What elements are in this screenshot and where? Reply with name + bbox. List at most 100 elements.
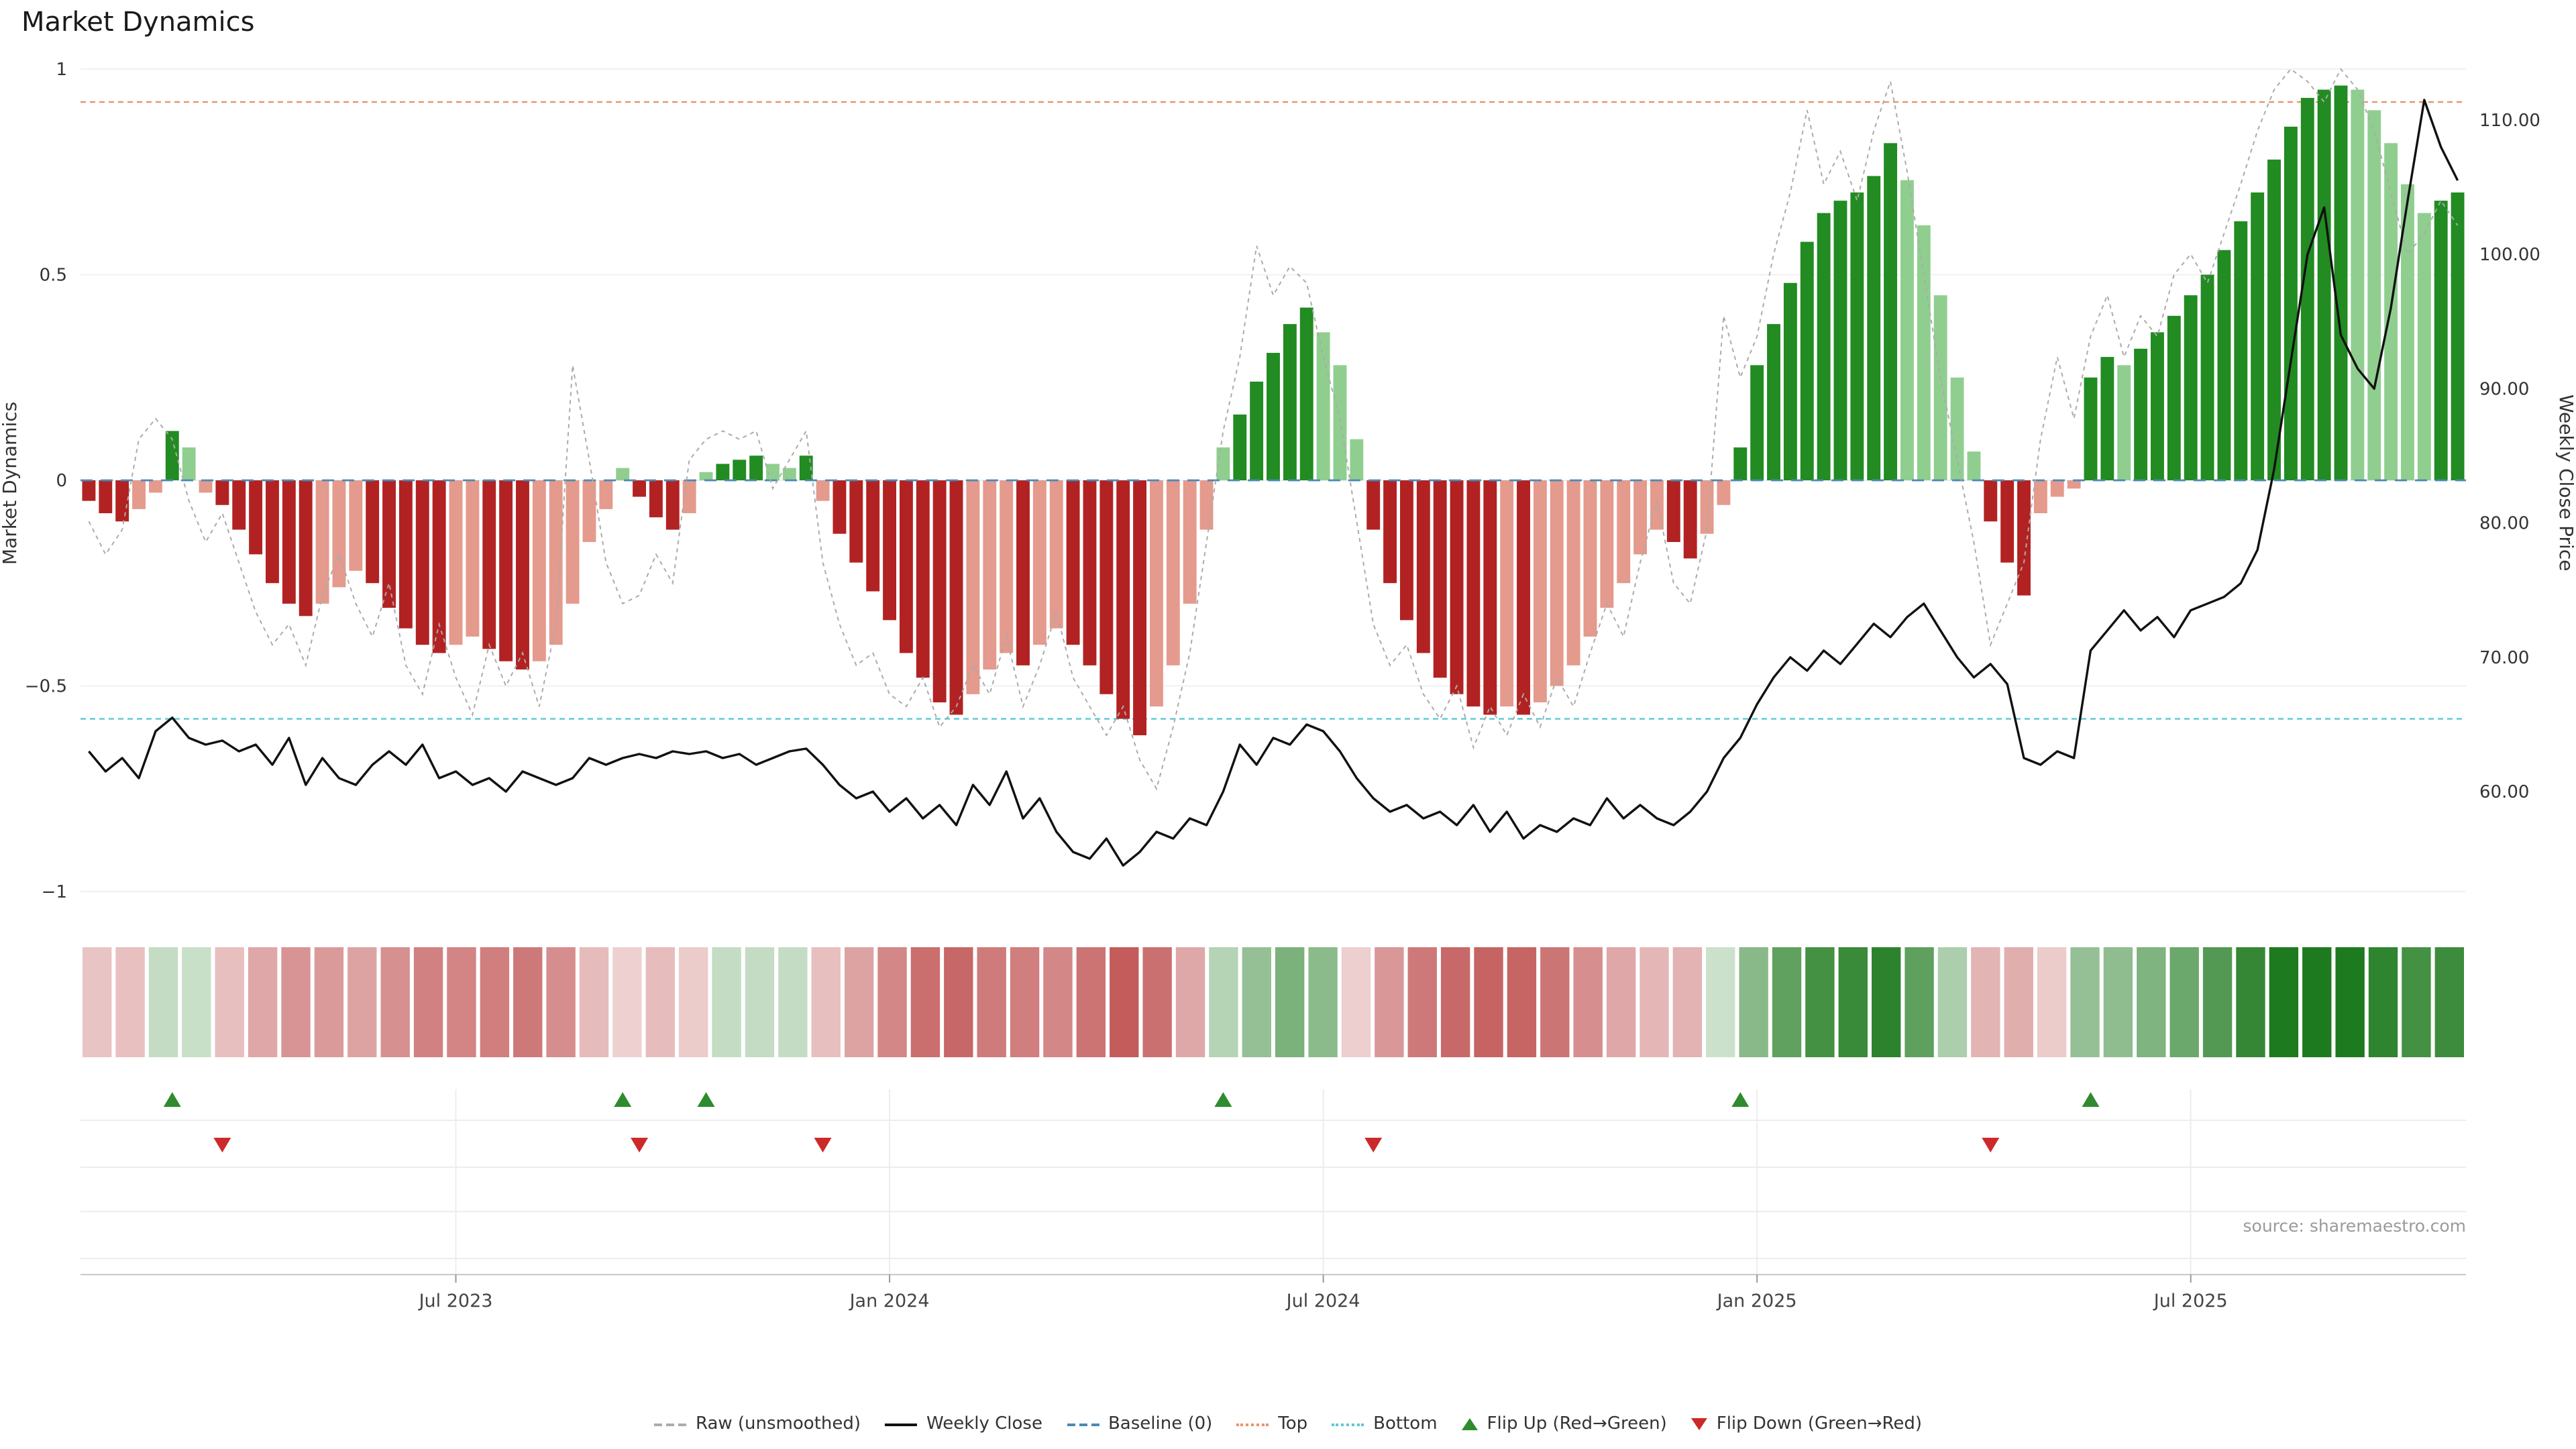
oscillator-bar xyxy=(249,480,263,555)
oscillator-bar xyxy=(1250,381,1264,480)
heatmap-cell xyxy=(811,947,841,1057)
oscillator-bar xyxy=(699,472,713,480)
oscillator-bar xyxy=(1884,143,1898,480)
oscillator-bar xyxy=(366,480,380,584)
x-axis-tick-label: Jul 2023 xyxy=(418,1291,493,1311)
weekly-close-line xyxy=(88,99,2459,867)
heatmap-cell xyxy=(1872,947,1901,1057)
oscillator-bar xyxy=(282,480,296,604)
oscillator-bar xyxy=(766,464,780,480)
oscillator-bar xyxy=(2284,126,2298,480)
heatmap-cell xyxy=(215,947,244,1057)
oscillator-bar xyxy=(82,480,96,501)
y-axis-tick-label-left: −0.5 xyxy=(25,677,67,697)
oscillator-bar xyxy=(599,480,613,509)
oscillator-bar xyxy=(1900,180,1914,480)
oscillator-bar xyxy=(115,480,129,522)
heatmap-cell xyxy=(977,947,1006,1057)
oscillator-bar xyxy=(2134,348,2148,480)
heatmap-cell xyxy=(612,947,642,1057)
y-axis-tick-label-left: 1 xyxy=(56,60,67,80)
oscillator-bar xyxy=(182,447,196,480)
market-dynamics-chart: 1 0.5 0 −0.5 −1 110.00 100.00 90.00 80.00 70.00 60… xyxy=(25,60,2540,1311)
oscillator-bar xyxy=(349,480,363,571)
oscillator-bar xyxy=(949,480,963,715)
heatmap-cell xyxy=(2236,947,2265,1057)
flip-up-marker xyxy=(1214,1092,1232,1107)
heatmap-cell xyxy=(1540,947,1570,1057)
flip-down-marker xyxy=(814,1138,832,1152)
heatmap-cell xyxy=(1507,947,1537,1057)
oscillator-bar xyxy=(266,480,279,584)
legend-item-flip-down: Flip Down (Green→Red) xyxy=(1690,1414,1923,1434)
flip-up-triangle-icon xyxy=(1461,1418,1478,1430)
heatmap-cell xyxy=(1640,947,1669,1057)
oscillator-bar xyxy=(2251,192,2265,480)
oscillator-bar xyxy=(1867,176,1881,480)
heatmap-cell xyxy=(1838,947,1868,1057)
oscillator-bar xyxy=(782,468,796,480)
oscillator-bar xyxy=(1199,480,1214,530)
y-axis-tick-label-right: 60.00 xyxy=(2479,782,2529,802)
heatmap-cell xyxy=(645,947,675,1057)
oscillator-bar xyxy=(2267,159,2281,481)
oscillator-bar xyxy=(2050,480,2064,497)
oscillator-bar xyxy=(415,480,429,645)
top-line-glyph-icon xyxy=(1236,1423,1269,1426)
oscillator-bar xyxy=(299,480,313,616)
oscillator-bar xyxy=(1933,295,1947,480)
oscillator-bar xyxy=(1967,451,1981,480)
oscillator-bar xyxy=(1733,447,1748,480)
oscillator-bar xyxy=(983,480,997,669)
oscillator-bar xyxy=(1450,480,1464,694)
oscillator-bar xyxy=(432,480,446,653)
oscillator-bar xyxy=(883,480,897,621)
heatmap-cell xyxy=(1573,947,1603,1057)
oscillator-bar xyxy=(1583,480,1597,637)
oscillator-bar xyxy=(2367,110,2381,481)
oscillator-bar xyxy=(1683,480,1697,559)
y-axis-tick-label-left: 0.5 xyxy=(40,266,67,286)
oscillator-bar xyxy=(2100,357,2114,480)
oscillator-bar xyxy=(1066,480,1080,645)
heatmap-cell xyxy=(1606,947,1636,1057)
legend-item-bottom: Bottom xyxy=(1332,1414,1438,1434)
heatmap-cell xyxy=(513,947,543,1057)
heatmap-cell xyxy=(712,947,741,1057)
flip-up-marker xyxy=(697,1092,715,1107)
oscillator-bar xyxy=(1950,377,1964,480)
oscillator-bar xyxy=(1149,480,1163,707)
heatmap-cell xyxy=(148,947,178,1057)
oscillator-bar xyxy=(1600,480,1614,608)
heatmap-cell xyxy=(1474,947,1503,1057)
oscillator-bar xyxy=(1299,307,1313,480)
flip-up-marker xyxy=(2082,1092,2100,1107)
oscillator-bar xyxy=(516,480,529,669)
heatmap-cell xyxy=(2070,947,2100,1057)
heatmap-cell xyxy=(380,947,410,1057)
heatmap-cell xyxy=(679,947,708,1057)
oscillator-bar xyxy=(682,480,696,514)
oscillator-bar xyxy=(1700,480,1714,534)
legend-item-top: Top xyxy=(1236,1414,1307,1434)
heatmap-cell xyxy=(1209,947,1238,1057)
flip-down-marker xyxy=(1364,1138,1383,1152)
heatmap-cell xyxy=(1076,947,1106,1057)
legend-item-raw: Raw (unsmoothed) xyxy=(653,1414,861,1434)
oscillator-bar xyxy=(1550,480,1564,686)
legend-item-weekly-close: Weekly Close xyxy=(885,1414,1042,1434)
oscillator-bar xyxy=(2184,295,2198,480)
heatmap-cell xyxy=(844,947,874,1057)
legend-label-baseline: Baseline (0) xyxy=(1108,1414,1213,1434)
oscillator-bar xyxy=(816,480,830,501)
oscillator-bar xyxy=(1767,324,1780,480)
heatmap-cell xyxy=(1010,947,1040,1057)
x-axis-tick-label: Jan 2024 xyxy=(849,1291,930,1311)
oscillator-bar xyxy=(1783,282,1797,480)
legend-label-flip-down: Flip Down (Green→Red) xyxy=(1716,1414,1923,1434)
oscillator-bar xyxy=(2200,274,2214,480)
oscillator-bar xyxy=(616,468,630,480)
y-axis-tick-label-left: 0 xyxy=(56,471,67,491)
weekly-close-glyph-icon xyxy=(885,1423,918,1426)
